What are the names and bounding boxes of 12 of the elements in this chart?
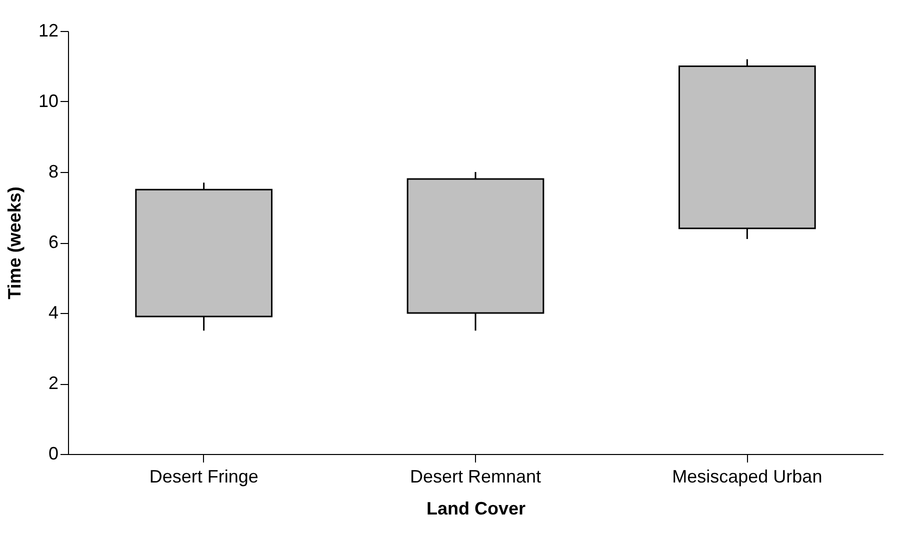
y-tick-label: 2 bbox=[48, 373, 58, 393]
y-tick-label: 8 bbox=[48, 162, 58, 182]
y-tick-label: 10 bbox=[38, 91, 58, 111]
x-tick-label: Desert Fringe bbox=[149, 466, 258, 486]
y-tick-label: 12 bbox=[38, 20, 58, 40]
y-axis-title: Time (weeks) bbox=[4, 186, 24, 300]
y-tick-label: 4 bbox=[48, 302, 58, 322]
x-tick-label: Desert Remnant bbox=[410, 466, 542, 486]
y-tick-label: 0 bbox=[48, 444, 58, 464]
x-axis-title: Land Cover bbox=[426, 498, 526, 518]
x-tick-label: Mesiscaped Urban bbox=[672, 466, 822, 486]
y-tick-label: 6 bbox=[48, 232, 58, 252]
